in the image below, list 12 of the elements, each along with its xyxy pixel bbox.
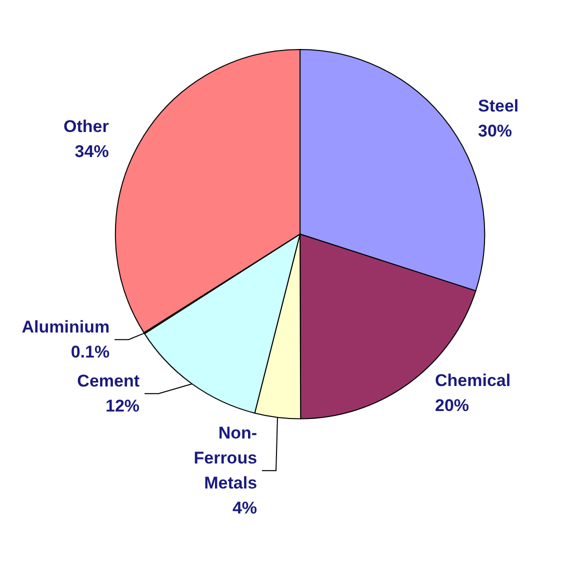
data-label: 30% [478, 121, 512, 140]
slice-label: Other [63, 117, 110, 136]
data-label: 12% [106, 396, 140, 416]
slice-label: Non-Ferrous Metals [194, 424, 258, 493]
data-label: 34% [74, 142, 109, 162]
data-label: 0.1% [70, 342, 110, 362]
data-label: 4% [232, 498, 258, 518]
slice-label: Steel [478, 96, 519, 116]
slice-label: Chemical [435, 370, 511, 390]
slice-label: Cement [77, 372, 140, 391]
slice-label: Aluminium [22, 318, 110, 337]
data-label: 20% [435, 396, 470, 415]
